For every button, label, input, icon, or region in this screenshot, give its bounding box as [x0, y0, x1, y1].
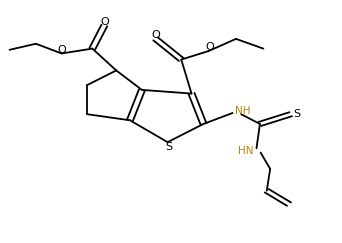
Text: HN: HN: [238, 146, 254, 156]
Text: S: S: [166, 141, 172, 152]
Text: O: O: [151, 30, 160, 40]
Text: NH: NH: [235, 105, 251, 116]
Text: O: O: [100, 17, 109, 27]
Text: O: O: [57, 45, 66, 55]
Text: O: O: [205, 42, 214, 52]
Text: S: S: [293, 109, 300, 119]
